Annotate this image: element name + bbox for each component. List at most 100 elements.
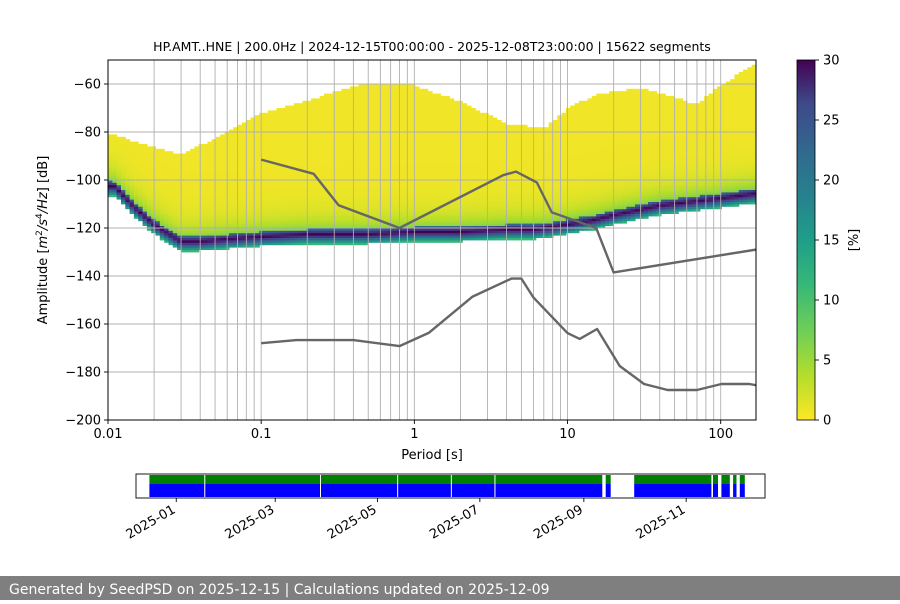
heatmap-cell: [367, 144, 373, 147]
heatmap-cell: [272, 136, 278, 140]
heatmap-cell: [337, 112, 342, 116]
heatmap-cell: [375, 192, 381, 195]
heatmap-cell: [501, 204, 506, 207]
heatmap-cell: [267, 230, 273, 234]
heatmap-cell: [388, 139, 394, 142]
heatmap-cell: [462, 228, 468, 231]
heatmap-cell: [380, 163, 386, 166]
heatmap-cell: [298, 184, 303, 188]
heatmap-cell: [414, 228, 420, 231]
heatmap-cell: [470, 235, 476, 238]
heatmap-cell: [380, 141, 386, 145]
heatmap-cell: [380, 180, 386, 183]
heatmap-cell: [211, 148, 217, 152]
heatmap-cell: [358, 199, 364, 202]
heatmap-cell: [146, 168, 152, 171]
heatmap-cell: [198, 182, 204, 186]
heatmap-cell: [514, 223, 519, 226]
heatmap-cell: [488, 170, 494, 174]
heatmap-cell: [285, 153, 290, 157]
heatmap-cell: [470, 120, 476, 123]
heatmap-cell: [220, 208, 226, 212]
heatmap-cell: [380, 132, 386, 135]
heatmap-cell: [393, 206, 398, 210]
heatmap-cell: [384, 206, 390, 210]
heatmap-cell: [146, 192, 152, 195]
heatmap-cell: [181, 235, 187, 238]
heatmap-cell: [470, 192, 476, 195]
heatmap-cell: [483, 230, 489, 234]
heatmap-cell: [272, 177, 278, 181]
heatmap-cell: [406, 139, 411, 142]
heatmap-cell: [315, 175, 321, 178]
heatmap-cell: [479, 139, 485, 142]
heatmap-cell: [358, 223, 364, 226]
heatmap-cell: [263, 168, 269, 171]
heatmap-cell: [419, 146, 424, 150]
heatmap-cell: [241, 208, 247, 212]
heatmap-cell: [332, 196, 338, 200]
heatmap-cell: [393, 124, 398, 128]
heatmap-cell: [233, 189, 239, 193]
heatmap-cell: [341, 172, 347, 176]
heatmap-cell: [401, 172, 407, 176]
heatmap-cell: [401, 93, 407, 97]
heatmap-cell: [419, 158, 424, 162]
heatmap-cell: [483, 235, 489, 238]
heatmap-cell: [440, 230, 446, 234]
heatmap-cell: [246, 199, 252, 202]
heatmap-cell: [414, 187, 420, 190]
heatmap-cell: [423, 168, 429, 171]
heatmap-cell: [509, 237, 515, 241]
heatmap-cell: [388, 163, 394, 166]
heatmap-cell: [349, 88, 355, 92]
heatmap-cell: [488, 165, 494, 169]
heatmap-cell: [371, 172, 377, 176]
heatmap-cell: [483, 223, 489, 226]
heatmap-cell: [151, 148, 157, 152]
heatmap-cell: [367, 84, 373, 87]
heatmap-cell: [509, 180, 515, 183]
heatmap-cell: [146, 160, 152, 164]
heatmap-cell: [384, 175, 390, 178]
heatmap-cell: [341, 177, 347, 181]
heatmap-cell: [440, 156, 446, 159]
heatmap-cell: [332, 225, 338, 229]
heatmap-cell: [259, 189, 265, 193]
heatmap-cell: [505, 211, 511, 214]
heatmap-cell: [475, 213, 481, 217]
heatmap-cell: [159, 163, 165, 166]
heatmap-cell: [229, 168, 234, 171]
heatmap-cell: [237, 228, 243, 231]
heatmap-cell: [362, 129, 368, 133]
heatmap-cell: [362, 211, 368, 214]
heatmap-cell: [237, 158, 243, 162]
heatmap-cell: [470, 225, 476, 229]
heatmap-cell: [362, 86, 368, 90]
heatmap-cell: [509, 156, 515, 159]
heatmap-cell: [272, 194, 278, 198]
heatmap-cell: [419, 105, 424, 109]
heatmap-cell: [401, 235, 407, 238]
heatmap-cell: [190, 213, 195, 217]
heatmap-cell: [401, 182, 407, 186]
heatmap-cell: [129, 146, 135, 150]
heatmap-cell: [375, 146, 381, 150]
heatmap-cell: [133, 204, 139, 207]
heatmap-cell: [121, 189, 126, 193]
heatmap-cell: [475, 182, 481, 186]
heatmap-cell: [319, 158, 325, 162]
heatmap-cell: [289, 124, 295, 128]
heatmap-cell: [259, 175, 265, 178]
heatmap-cell: [293, 146, 299, 150]
heatmap-cell: [362, 225, 368, 229]
heatmap-cell: [233, 139, 239, 142]
heatmap-cell: [440, 108, 446, 111]
heatmap-cell: [168, 204, 174, 207]
heatmap-cell: [380, 153, 386, 157]
heatmap-cell: [168, 156, 174, 159]
heatmap-cell: [306, 228, 312, 231]
heatmap-cell: [401, 225, 407, 229]
heatmap-cell: [233, 225, 239, 229]
heatmap-cell: [302, 168, 308, 171]
